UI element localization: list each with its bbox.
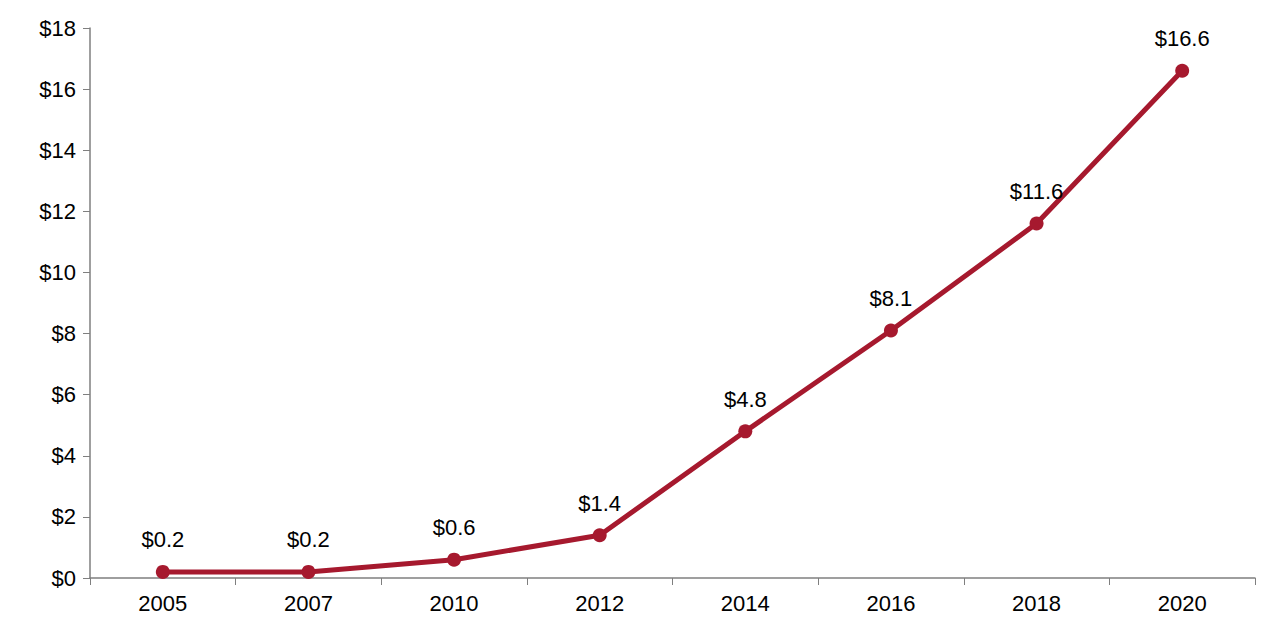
svg-text:$4: $4 [52,443,76,468]
svg-text:$14: $14 [39,138,76,163]
svg-text:$0.6: $0.6 [433,515,476,540]
svg-text:$8.1: $8.1 [870,286,913,311]
svg-text:$0: $0 [52,566,76,591]
svg-text:2007: 2007 [284,591,333,616]
svg-text:$6: $6 [52,382,76,407]
svg-text:$0.2: $0.2 [287,527,330,552]
svg-text:$12: $12 [39,199,76,224]
svg-text:2010: 2010 [430,591,479,616]
svg-text:$1.4: $1.4 [578,491,621,516]
svg-text:$18: $18 [39,16,76,41]
svg-text:$11.6: $11.6 [1010,179,1063,204]
svg-text:$16.6: $16.6 [1155,26,1210,51]
svg-text:2014: 2014 [721,591,770,616]
svg-text:2012: 2012 [575,591,624,616]
svg-text:2016: 2016 [866,591,915,616]
svg-text:$0.2: $0.2 [141,527,184,552]
svg-text:2020: 2020 [1158,591,1207,616]
svg-text:2018: 2018 [1012,591,1061,616]
svg-text:$16: $16 [39,77,76,102]
svg-text:$2: $2 [52,504,76,529]
svg-text:$10: $10 [39,260,76,285]
svg-text:$4.8: $4.8 [724,387,767,412]
svg-text:$8: $8 [52,321,76,346]
svg-text:2005: 2005 [138,591,187,616]
